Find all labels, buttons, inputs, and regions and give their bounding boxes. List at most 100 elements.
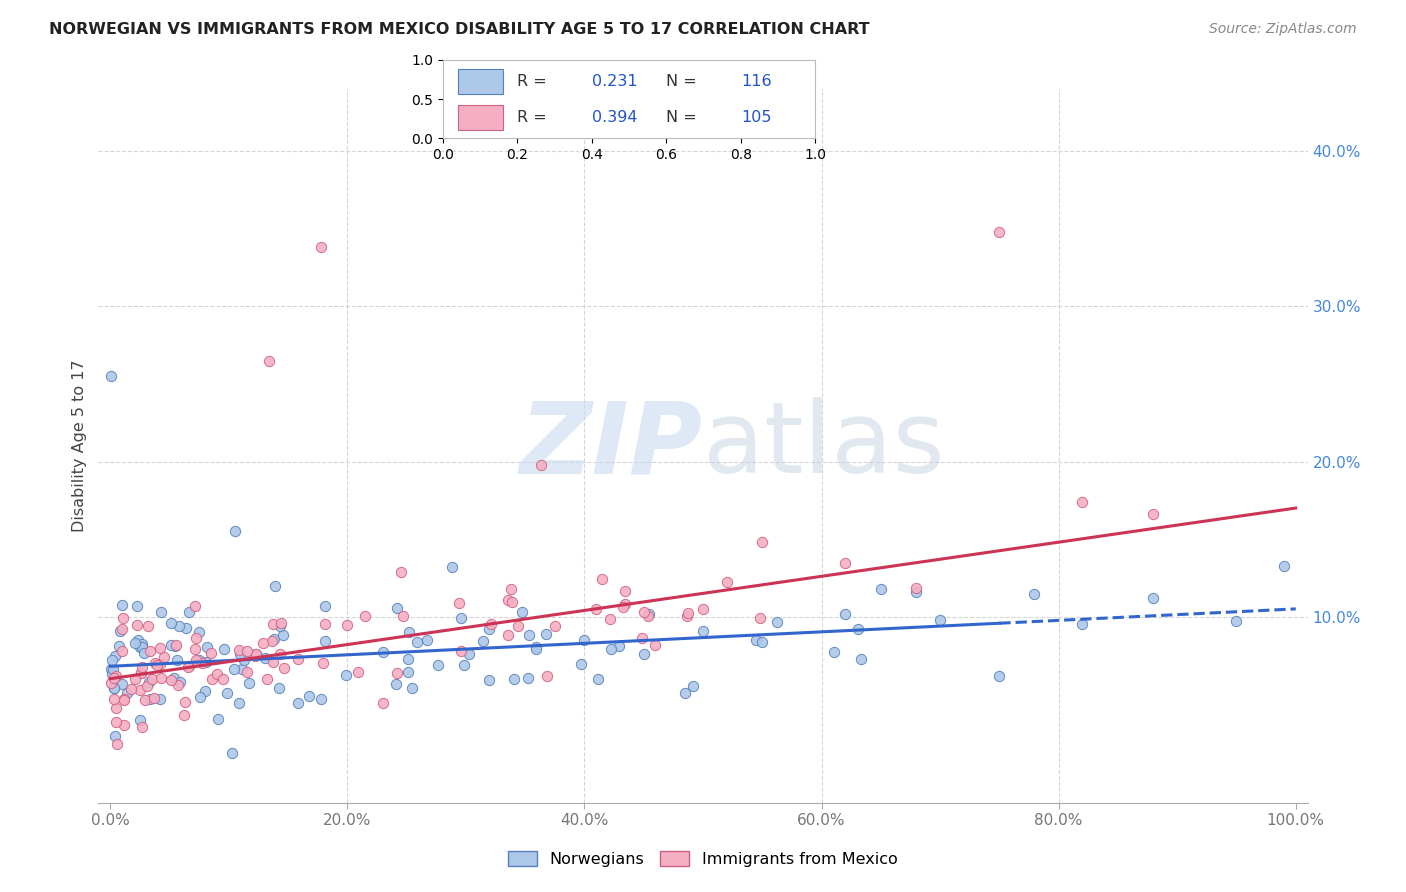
Point <box>121 682 143 697</box>
Point <box>256 673 278 687</box>
Point <box>184 631 207 645</box>
Point <box>496 593 519 607</box>
Point <box>637 608 659 623</box>
Point <box>136 619 159 633</box>
Point <box>104 669 127 683</box>
Point <box>353 608 375 623</box>
Point <box>271 628 294 642</box>
Point <box>585 602 607 616</box>
Point <box>101 652 124 666</box>
Point <box>139 644 162 658</box>
Point <box>105 737 128 751</box>
Text: atlas: atlas <box>703 398 945 494</box>
Point <box>146 657 169 672</box>
Point <box>751 634 773 648</box>
Point <box>311 240 333 254</box>
Point <box>224 524 246 539</box>
Point <box>243 649 266 664</box>
Point <box>263 632 285 646</box>
Point <box>496 628 519 642</box>
Point <box>112 692 135 706</box>
Point <box>174 695 197 709</box>
Point <box>396 665 419 679</box>
Point <box>125 617 148 632</box>
Point <box>471 634 494 648</box>
Point <box>149 671 172 685</box>
Point <box>110 624 132 638</box>
Point <box>905 581 928 595</box>
Point <box>716 575 738 590</box>
Point <box>107 640 129 654</box>
Point <box>129 683 152 698</box>
Point <box>269 619 291 633</box>
Point <box>149 692 172 706</box>
Point <box>676 608 699 623</box>
Point <box>599 612 621 626</box>
Point <box>314 599 336 613</box>
Point <box>129 713 152 727</box>
Point <box>1071 494 1094 508</box>
Point <box>450 644 472 658</box>
Point <box>214 641 236 656</box>
Point <box>385 666 408 681</box>
Point <box>588 672 610 686</box>
Point <box>112 718 135 732</box>
Point <box>644 638 666 652</box>
Point <box>124 636 146 650</box>
Point <box>262 616 284 631</box>
Point <box>173 707 195 722</box>
Point <box>591 572 613 586</box>
Point <box>405 635 427 649</box>
Point <box>195 640 218 655</box>
Point <box>166 652 188 666</box>
Point <box>184 599 207 613</box>
Point <box>269 681 291 696</box>
Point <box>252 636 274 650</box>
Point <box>1272 558 1295 573</box>
Point <box>530 458 553 472</box>
Point <box>245 648 267 662</box>
Point <box>131 660 153 674</box>
Point <box>132 646 155 660</box>
Text: 0.394: 0.394 <box>592 111 637 126</box>
Bar <box>458 70 502 95</box>
Point <box>427 657 450 672</box>
Point <box>499 582 522 597</box>
Point <box>101 662 124 676</box>
Text: R =: R = <box>517 74 547 89</box>
Point <box>191 656 214 670</box>
Point <box>453 657 475 672</box>
Point <box>138 675 160 690</box>
Point <box>104 729 127 743</box>
Point <box>1142 591 1164 606</box>
Point <box>569 657 592 672</box>
Point <box>905 584 928 599</box>
Point <box>231 662 253 676</box>
Point <box>633 647 655 661</box>
Point <box>184 653 207 667</box>
Point <box>238 676 260 690</box>
Point <box>110 644 132 658</box>
Point <box>165 638 187 652</box>
Point <box>574 633 596 648</box>
Point <box>177 659 200 673</box>
Point <box>131 640 153 654</box>
Point <box>187 653 209 667</box>
Point <box>254 651 277 665</box>
Point <box>143 691 166 706</box>
Bar <box>458 105 502 130</box>
Point <box>100 661 122 675</box>
Point <box>544 619 567 633</box>
Point <box>233 653 256 667</box>
Point <box>385 677 408 691</box>
Point <box>190 690 212 705</box>
Point <box>127 633 149 648</box>
Point <box>229 648 252 662</box>
Point <box>599 641 621 656</box>
Point <box>111 611 134 625</box>
Point <box>526 640 548 655</box>
Point <box>613 584 636 599</box>
Point <box>269 647 291 661</box>
Point <box>262 634 284 648</box>
Point <box>314 634 336 648</box>
